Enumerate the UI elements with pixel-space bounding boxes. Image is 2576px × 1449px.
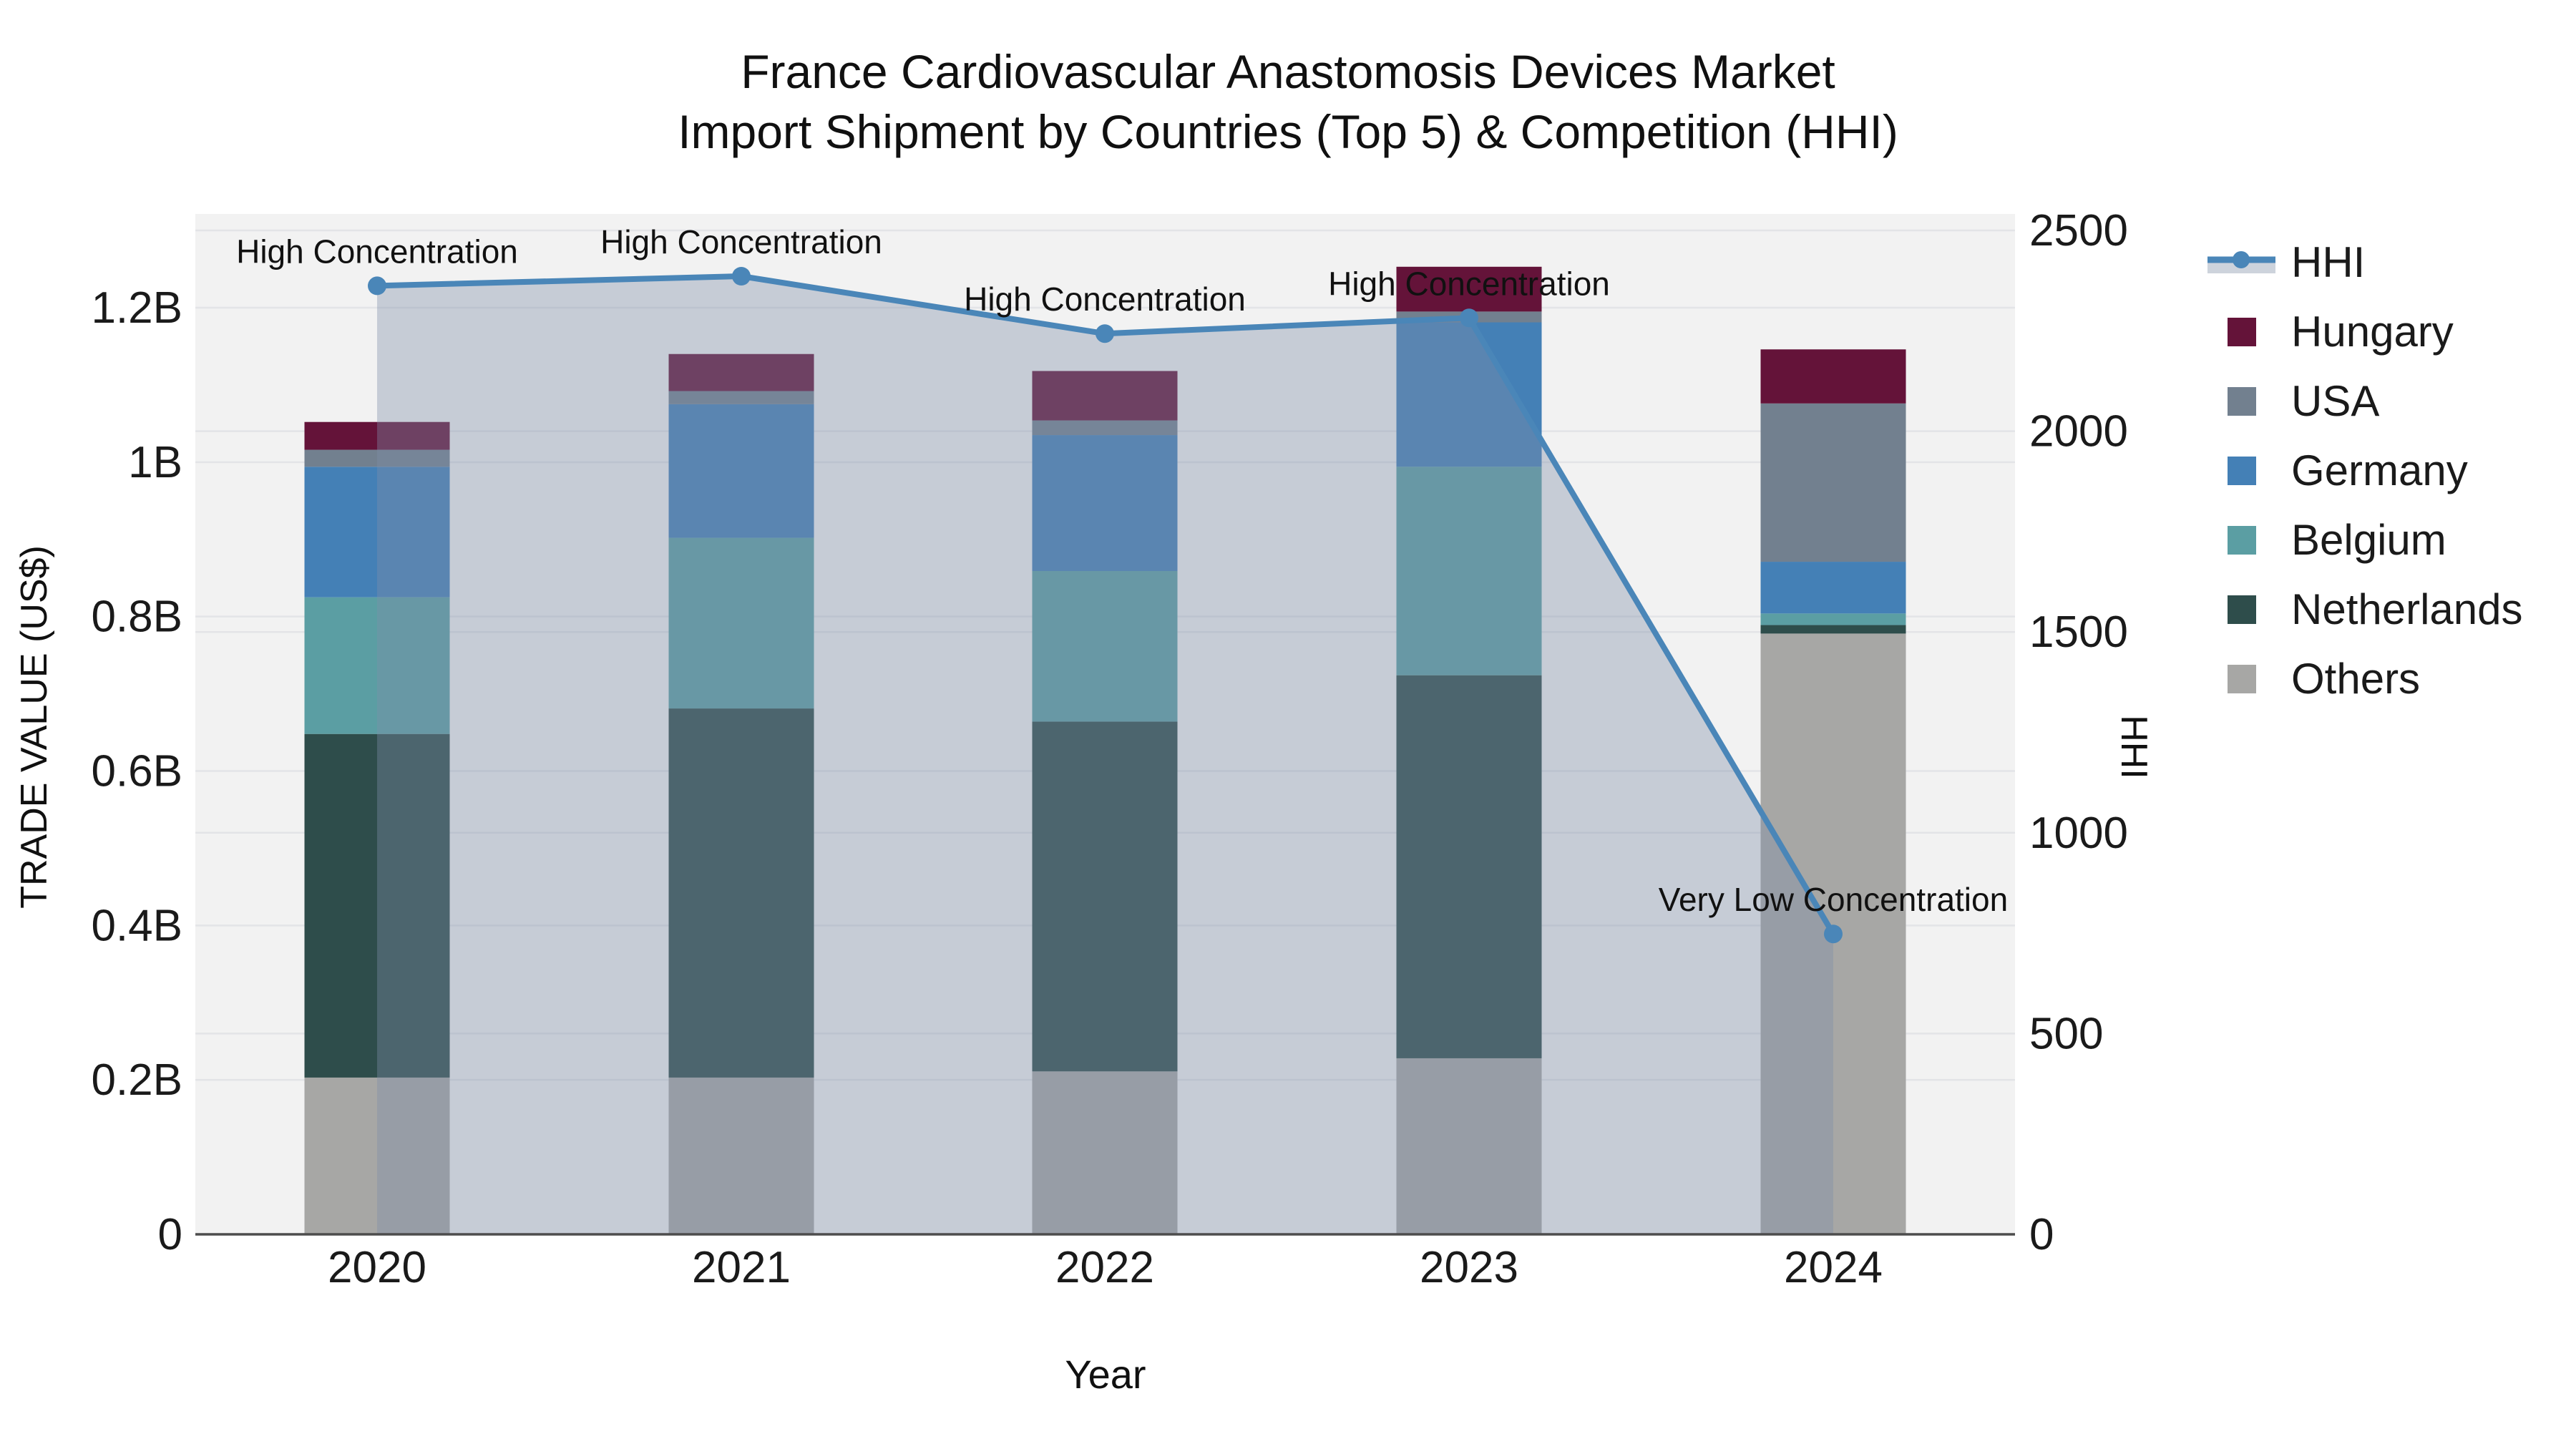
legend-item-usa[interactable]: USA: [2207, 366, 2523, 436]
annotation-2024: Very Low Concentration: [1659, 881, 2008, 918]
y-left-axis-title: TRADE VALUE (US$): [14, 545, 55, 909]
y-left-tick-label: 0.8B: [91, 592, 182, 642]
hhi-marker-2021[interactable]: [732, 267, 751, 286]
bar-segment-hungary-2020[interactable]: [304, 421, 450, 450]
y-left-tick-label: 1B: [128, 438, 182, 487]
y-right-tick-label: 2500: [2029, 206, 2128, 255]
bar-segment-belgium-2021[interactable]: [668, 537, 814, 709]
bar-segment-usa-2020[interactable]: [304, 449, 450, 467]
bar-segment-others-2021[interactable]: [668, 1077, 814, 1234]
bar-segment-usa-2024[interactable]: [1760, 403, 1906, 562]
bar-segment-germany-2024[interactable]: [1760, 562, 1906, 614]
hhi-marker-2020[interactable]: [368, 276, 386, 296]
bar-segment-belgium-2024[interactable]: [1760, 613, 1906, 625]
legend-swatch: [2227, 456, 2256, 485]
y-right-axis-title: HHI: [2113, 715, 2155, 779]
y-right-tick-label: 1000: [2029, 809, 2128, 858]
x-tick-label-2021: 2021: [692, 1243, 791, 1292]
y-right-tick-label: 500: [2029, 1009, 2103, 1058]
bar-segment-belgium-2022[interactable]: [1032, 570, 1178, 722]
x-tick-label-2020: 2020: [328, 1243, 426, 1292]
bar-segment-usa-2022[interactable]: [1032, 420, 1178, 436]
hhi-line-legend-icon: [2207, 245, 2275, 280]
annotation-2022: High Concentration: [964, 280, 1246, 318]
bar-segment-netherlands-2022[interactable]: [1032, 721, 1178, 1072]
bar-segment-hungary-2023[interactable]: [1396, 266, 1542, 312]
legend-item-hungary[interactable]: Hungary: [2207, 297, 2523, 366]
bar-segment-germany-2022[interactable]: [1032, 435, 1178, 571]
legend-swatch-icon: [2207, 522, 2275, 558]
hhi-area-fill: [377, 276, 1833, 1234]
legend-label: Others: [2291, 655, 2421, 703]
legend-swatch: [2227, 595, 2256, 624]
x-axis-title: Year: [1065, 1352, 1146, 1397]
legend-swatch: [2227, 664, 2256, 693]
legend-swatch: [2227, 317, 2256, 346]
legend-swatch-icon: [2207, 314, 2275, 350]
bar-segment-others-2022[interactable]: [1032, 1071, 1178, 1234]
y-left-tick-label: 1.2B: [91, 283, 182, 333]
chart-title: France Cardiovascular Anastomosis Device…: [0, 42, 2576, 162]
legend-swatch-icon: [2207, 453, 2275, 489]
y-left-tick-label: 0: [158, 1210, 182, 1259]
y-left-tick-label: 0.4B: [91, 901, 182, 950]
bar-segment-hungary-2021[interactable]: [668, 353, 814, 391]
annotation-2023: High Concentration: [1328, 265, 1610, 302]
bar-segment-usa-2021[interactable]: [668, 391, 814, 404]
legend-item-hhi[interactable]: HHI: [2207, 228, 2523, 297]
bar-segment-belgium-2023[interactable]: [1396, 467, 1542, 675]
hhi-marker-2022[interactable]: [1096, 324, 1114, 343]
legend-label: USA: [2291, 377, 2380, 425]
bar-segment-hungary-2022[interactable]: [1032, 371, 1178, 421]
legend-item-germany[interactable]: Germany: [2207, 436, 2523, 505]
bar-segment-netherlands-2023[interactable]: [1396, 675, 1542, 1058]
legend-swatch-icon: [2207, 384, 2275, 419]
legend-swatch: [2227, 525, 2256, 555]
bar-segment-germany-2020[interactable]: [304, 467, 450, 597]
chart-title-line2: Import Shipment by Countries (Top 5) & C…: [678, 105, 1898, 158]
legend-swatch-icon: [2207, 592, 2275, 628]
bar-segment-netherlands-2021[interactable]: [668, 708, 814, 1078]
x-tick-label-2024: 2024: [1784, 1243, 1883, 1292]
annotation-2021: High Concentration: [600, 223, 882, 260]
hhi-marker-2023[interactable]: [1460, 308, 1478, 328]
legend-label: Netherlands: [2291, 585, 2523, 633]
chart-title-line1: France Cardiovascular Anastomosis Device…: [741, 45, 1835, 98]
bar-segment-netherlands-2020[interactable]: [304, 733, 450, 1078]
bar-segment-others-2020[interactable]: [304, 1077, 450, 1234]
x-tick-label-2023: 2023: [1420, 1243, 1518, 1292]
bar-segment-netherlands-2024[interactable]: [1760, 625, 1906, 634]
legend: HHI Hungary USA Germany Belgium Netherlands Ot…: [2207, 228, 2523, 713]
legend-label: Belgium: [2291, 516, 2446, 564]
bar-segment-belgium-2020[interactable]: [304, 597, 450, 734]
legend-item-netherlands[interactable]: Netherlands: [2207, 575, 2523, 644]
y-left-tick-label: 0.2B: [91, 1055, 182, 1105]
y-right-tick-label: 0: [2029, 1210, 2054, 1259]
y-right-tick-label: 1500: [2029, 608, 2128, 657]
legend-label: HHI: [2291, 238, 2366, 286]
hhi-marker-2024[interactable]: [1824, 924, 1843, 944]
x-tick-label-2022: 2022: [1055, 1243, 1154, 1292]
legend-label: Hungary: [2291, 308, 2454, 356]
bar-segment-hungary-2024[interactable]: [1760, 349, 1906, 404]
y-left-tick-label: 0.6B: [91, 746, 182, 796]
legend-item-others[interactable]: Others: [2207, 644, 2523, 713]
y-right-tick-label: 2000: [2029, 407, 2128, 457]
annotation-2020: High Concentration: [236, 233, 518, 270]
legend-swatch-icon: [2207, 661, 2275, 697]
bar-segment-germany-2021[interactable]: [668, 404, 814, 538]
bar-segment-others-2023[interactable]: [1396, 1058, 1542, 1234]
legend-swatch: [2227, 386, 2256, 416]
legend-item-belgium[interactable]: Belgium: [2207, 505, 2523, 575]
legend-label: Germany: [2291, 447, 2468, 494]
